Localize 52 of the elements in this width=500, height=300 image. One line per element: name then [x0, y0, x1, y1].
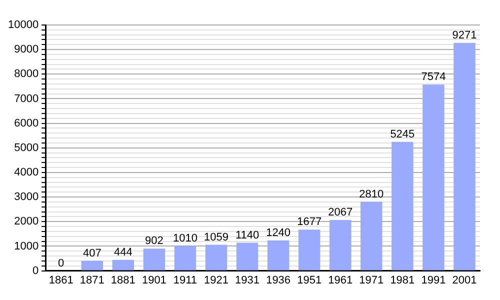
- y-tick-label: 2000: [14, 216, 39, 228]
- data-label: 5245: [390, 128, 415, 140]
- bar: [205, 244, 228, 270]
- data-label: 1059: [204, 231, 228, 244]
- x-tick-label: 1971: [359, 274, 384, 286]
- y-tick-label: 3000: [14, 191, 39, 204]
- data-label: 0: [58, 257, 64, 270]
- y-tick-label: 10000: [8, 19, 39, 32]
- x-tick-label: 1921: [204, 274, 228, 286]
- x-tick-label: 1901: [142, 274, 166, 286]
- x-tick-label: 1961: [328, 274, 353, 286]
- x-tick-label: 1871: [80, 274, 104, 286]
- bar: [112, 260, 134, 270]
- bar: [422, 84, 444, 270]
- y-tick-label: 1000: [14, 240, 39, 252]
- bar: [143, 248, 166, 270]
- x-tick-label: 1991: [421, 274, 446, 286]
- y-tick-label: 8000: [14, 68, 39, 80]
- data-label: 2067: [328, 206, 353, 219]
- data-label: 407: [82, 247, 102, 260]
- data-label: 2810: [359, 188, 384, 200]
- x-tick-label: 1981: [390, 274, 415, 286]
- x-tick-label: 1951: [297, 274, 322, 286]
- x-tick-label: 2001: [452, 274, 477, 286]
- data-label: 7574: [421, 71, 446, 84]
- x-tick-label: 1881: [110, 274, 136, 286]
- bar: [360, 202, 382, 270]
- x-tick-label: 1931: [235, 274, 260, 286]
- data-label: 1140: [235, 229, 260, 242]
- data-label: 1240: [266, 226, 291, 239]
- y-tick-label: 6000: [14, 117, 39, 130]
- bar: [174, 246, 196, 270]
- bar: [267, 240, 290, 270]
- x-tick-label: 1861: [48, 274, 74, 286]
- y-tick-label: 9000: [14, 44, 39, 56]
- x-tick-label: 1911: [173, 274, 198, 286]
- y-tick-label: 0: [32, 264, 39, 277]
- bar: [298, 230, 320, 270]
- x-tick-label: 1936: [266, 274, 291, 286]
- y-tick-label: 7000: [14, 92, 39, 105]
- y-tick-label: 4000: [14, 166, 39, 179]
- data-label: 444: [114, 246, 132, 258]
- bar: [330, 220, 352, 270]
- data-label: 902: [145, 235, 164, 248]
- bar: [454, 42, 476, 270]
- data-label: 1677: [297, 216, 322, 228]
- data-label: 1010: [172, 232, 198, 245]
- bar: [81, 260, 103, 270]
- data-label: 9271: [452, 29, 477, 42]
- y-tick-label: 5000: [14, 142, 39, 154]
- bar: [236, 242, 258, 270]
- bar: [392, 142, 414, 270]
